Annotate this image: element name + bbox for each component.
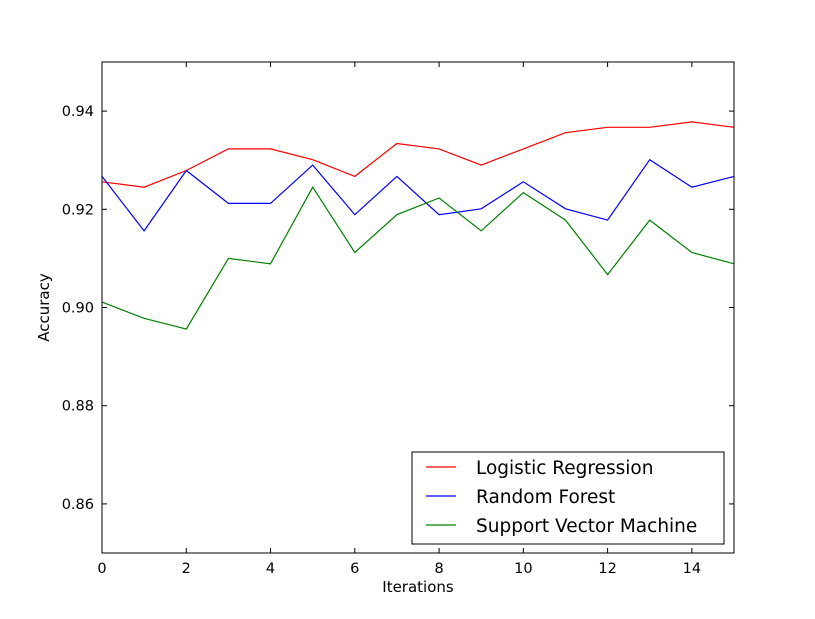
series-line-logistic-regression bbox=[101, 121, 735, 188]
x-tick-label: 12 bbox=[598, 561, 616, 577]
axis-ticks bbox=[101, 62, 734, 553]
x-tick-label: 4 bbox=[266, 561, 275, 577]
y-tick-label: 0.92 bbox=[62, 202, 94, 218]
plot-frame bbox=[101, 61, 735, 554]
tick-labels: 0 2 4 6 8 10 12 14 0.86 0.88 0.90 0.92 0.94 bbox=[62, 104, 701, 577]
y-axis-label: Accuracy bbox=[35, 273, 53, 342]
x-tick-label: 6 bbox=[350, 561, 359, 577]
y-tick-label: 0.86 bbox=[62, 497, 94, 513]
series-lines bbox=[101, 121, 735, 330]
legend: Logistic Regression Random Forest Support … bbox=[411, 451, 725, 545]
x-tick-label: 14 bbox=[683, 561, 701, 577]
x-tick-label: 8 bbox=[434, 561, 443, 577]
x-axis-label: Iterations bbox=[382, 578, 454, 596]
x-tick-label: 10 bbox=[514, 561, 532, 577]
y-tick-label: 0.90 bbox=[62, 301, 94, 317]
series-line-support-vector-machine bbox=[101, 186, 735, 330]
x-tick-label: 0 bbox=[97, 561, 106, 577]
legend-box bbox=[411, 451, 725, 545]
y-tick-label: 0.88 bbox=[62, 399, 94, 415]
legend-label-logistic-regression: Logistic Regression bbox=[476, 458, 653, 479]
legend-label-random-forest: Random Forest bbox=[476, 487, 615, 508]
y-tick-label: 0.94 bbox=[62, 104, 94, 120]
x-tick-label: 2 bbox=[182, 561, 191, 577]
legend-label-support-vector-machine: Support Vector Machine bbox=[476, 516, 697, 537]
series-line-random-forest bbox=[101, 158, 735, 232]
